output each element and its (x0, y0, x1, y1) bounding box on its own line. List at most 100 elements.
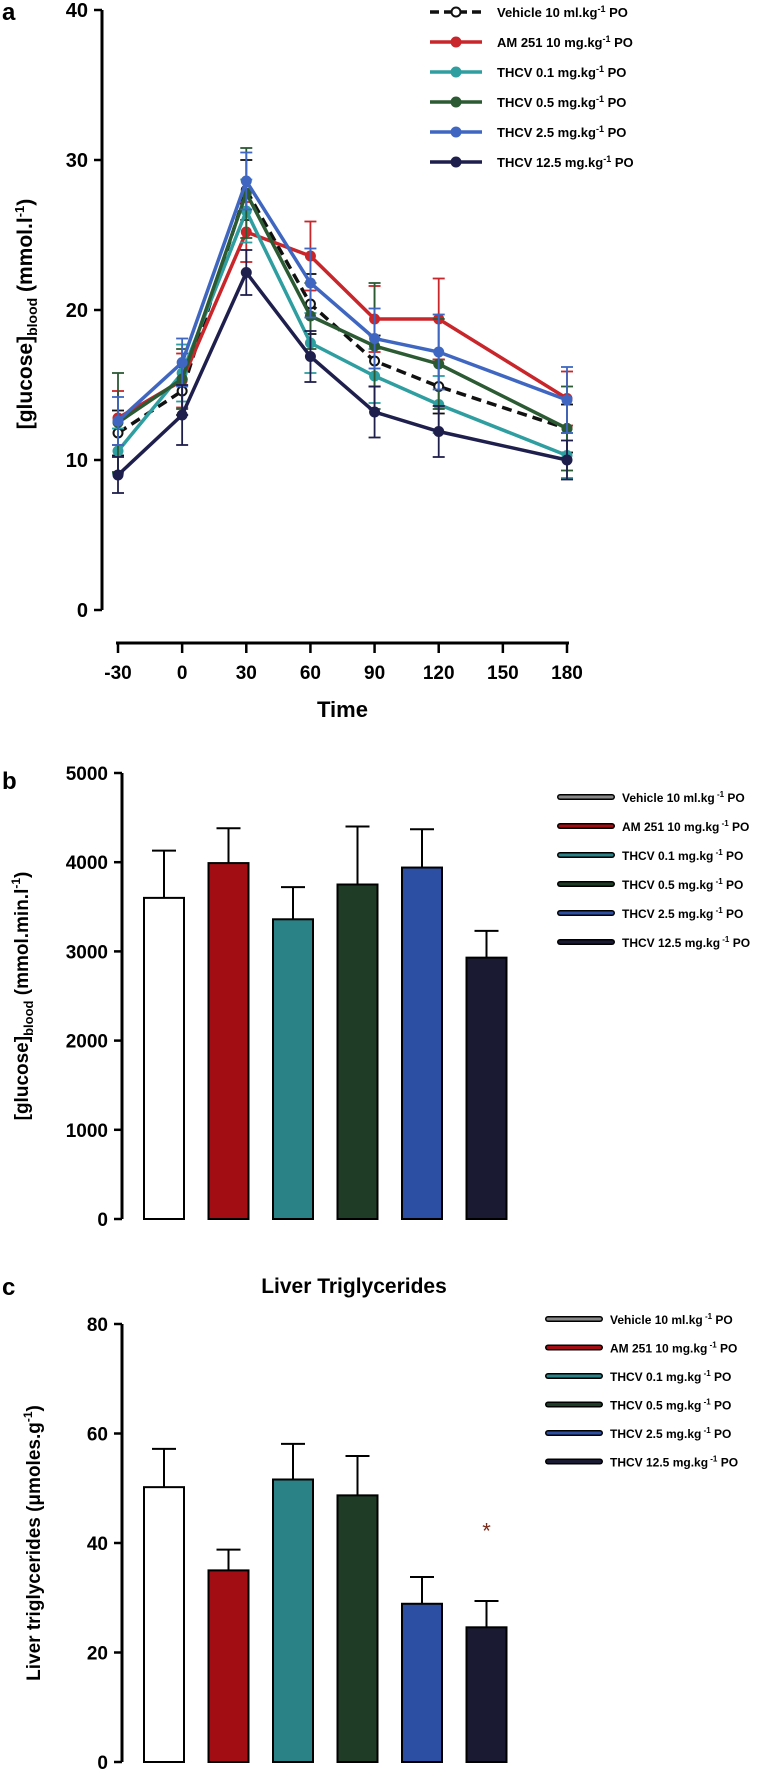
y-tick-label: 0 (77, 600, 88, 622)
legend-label-name: THCV 2.5 mg.kg (497, 125, 596, 140)
data-point (561, 394, 573, 406)
significance-marker: * (482, 1519, 491, 1544)
legend-label-suffix: PO (724, 791, 745, 805)
y-tick-label: 10 (66, 450, 88, 472)
panel-letter: c (2, 1274, 15, 1301)
legend-label: THCV 12.5 mg.kg-1 PO (497, 154, 634, 170)
bar (401, 866, 443, 1220)
bar-group (336, 1454, 379, 1764)
legend-label-suffix: PO (717, 1456, 738, 1470)
bar-group (336, 825, 379, 1220)
y-tick-label: 1000 (66, 1121, 108, 1142)
legend-label-suffix: PO (723, 878, 744, 892)
legend-swatch-marker (450, 66, 462, 78)
legend-swatch-marker (450, 96, 462, 108)
y-axis-title-main: [glucose] (12, 1036, 33, 1120)
x-tick-label: 150 (487, 663, 519, 684)
legend-label-sup: -1 (596, 124, 604, 134)
legend-swatch-marker (450, 6, 462, 18)
legend-label-suffix: PO (711, 1399, 732, 1413)
legend-label-name: AM 251 10 mg.kg (497, 35, 603, 50)
legend-label-sup: -1 (701, 1426, 711, 1435)
bar (143, 1486, 185, 1764)
bar-group (465, 929, 508, 1220)
data-point (561, 454, 573, 466)
bar (401, 1602, 443, 1763)
legend-label-suffix: PO (723, 849, 744, 863)
legend-swatch-marker (450, 156, 462, 168)
legend-label: THCV 0.1 mg.kg -1 PO (610, 1369, 731, 1384)
legend-label-name: THCV 2.5 mg.kg (610, 1427, 701, 1441)
x-tick-label: 90 (364, 663, 385, 684)
legend-label: AM 251 10 mg.kg -1 PO (610, 1341, 737, 1356)
legend-label-sup: -1 (713, 877, 723, 886)
legend-label-suffix: PO (729, 936, 750, 950)
legend-label: THCV 2.5 mg.kg -1 PO (622, 906, 743, 921)
data-point (240, 175, 252, 187)
y-axis-title-close: ) (14, 199, 37, 206)
bar-group (465, 1600, 508, 1763)
y-tick-label: 40 (66, 0, 88, 22)
legend-label-suffix: PO (604, 125, 626, 140)
legend-label-suffix: PO (611, 155, 633, 170)
legend-label-name: THCV 0.1 mg.kg (622, 849, 713, 863)
y-tick-label: 0 (97, 1210, 108, 1231)
y-tick-label: 30 (66, 150, 88, 172)
legend-label-sup: -1 (713, 906, 723, 915)
legend-label: THCV 0.5 mg.kg -1 PO (622, 877, 743, 892)
x-tick-label: 180 (551, 663, 583, 684)
y-tick-label: 5000 (66, 764, 108, 785)
y-tick-label: 60 (87, 1425, 108, 1446)
bar (207, 1569, 250, 1763)
y-axis-title-unit: (mmol.min.l (12, 889, 33, 1001)
legend-label: THCV 0.1 mg.kg -1 PO (622, 848, 743, 863)
bar-group (401, 828, 443, 1220)
y-axis-title-close: ) (24, 1405, 45, 1411)
y-axis-title-main: Liver triglycerides (μmoles.g (24, 1422, 45, 1681)
panel-letter: a (2, 0, 16, 26)
legend-label-sup: -1 (701, 1369, 711, 1378)
legend-label-sup: -1 (713, 848, 723, 857)
legend-label-suffix: PO (723, 907, 744, 921)
legend-label: Vehicle 10 ml.kg -1 PO (622, 790, 745, 805)
data-point (176, 409, 188, 421)
legend-label-sup: -1 (719, 819, 729, 828)
legend-label-sup: -1 (603, 34, 611, 44)
y-axis-title-sup: -1 (12, 206, 27, 218)
legend-label-suffix: PO (729, 820, 750, 834)
bar-group (207, 827, 250, 1220)
y-axis-title: [glucose]blood (mmol.l-1) (12, 199, 40, 430)
legend-label: THCV 0.5 mg.kg-1 PO (497, 94, 626, 110)
legend-label-sup: -1 (707, 1341, 717, 1350)
y-tick-label: 2000 (66, 1032, 108, 1053)
legend: Vehicle 10 ml.kg -1 PO AM 251 10 mg.kg -1… (545, 1312, 738, 1470)
legend-label: THCV 2.5 mg.kg -1 PO (610, 1426, 731, 1441)
legend-label-suffix: PO (611, 35, 633, 50)
legend-label-sup: -1 (703, 1312, 713, 1321)
legend-label: AM 251 10 mg.kg -1 PO (622, 819, 749, 834)
y-axis-title-unit: (mmol.l (14, 217, 37, 298)
legend-label: THCV 12.5 mg.kg -1 PO (622, 935, 750, 950)
legend-label-sup: -1 (596, 94, 604, 104)
y-axis-title-sub: blood (21, 1000, 36, 1035)
y-axis-title-sup: -1 (21, 1411, 35, 1422)
bar-group (143, 849, 185, 1220)
legend-label-name: AM 251 10 mg.kg (610, 1342, 707, 1356)
bar (143, 896, 185, 1220)
x-tick-label: -30 (104, 663, 131, 684)
legend-swatch-marker (450, 126, 462, 138)
bar (465, 1626, 508, 1763)
legend-label-sup: -1 (596, 64, 604, 74)
chart-title: Liver Triglycerides (261, 1275, 447, 1298)
legend-label-name: Vehicle 10 ml.kg (610, 1313, 703, 1327)
data-point (240, 267, 252, 278)
bar-group (207, 1548, 250, 1763)
legend-label: Vehicle 10 ml.kg-1 PO (497, 4, 628, 20)
x-tick-label: 0 (177, 663, 188, 684)
legend-label: THCV 2.5 mg.kg-1 PO (497, 124, 626, 140)
data-point (433, 426, 445, 437)
x-tick-label: 30 (236, 663, 257, 684)
series-group (112, 249, 573, 494)
y-tick-label: 20 (87, 1644, 108, 1665)
